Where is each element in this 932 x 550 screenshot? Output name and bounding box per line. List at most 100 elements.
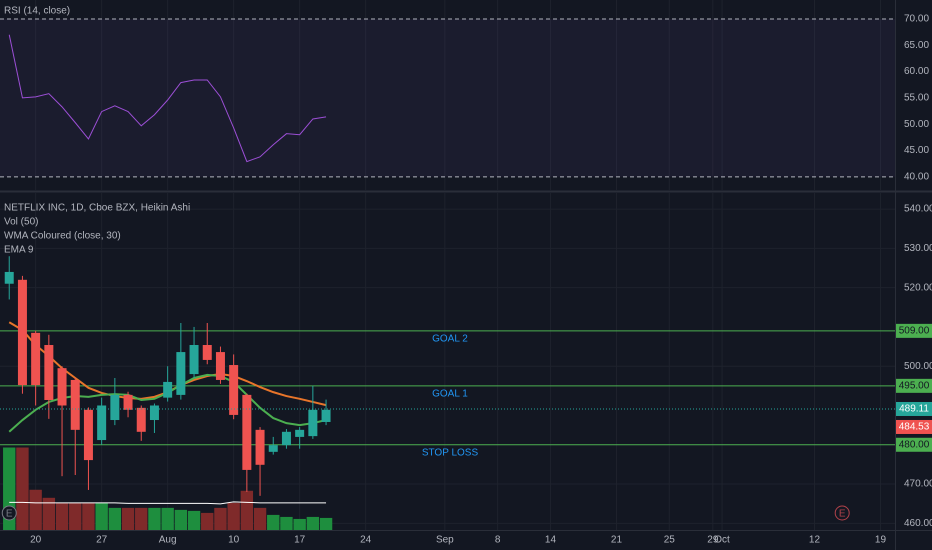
candle-body [83, 409, 93, 461]
volume-bar [201, 512, 214, 530]
level-marker [896, 323, 932, 338]
rsi-legend: RSI (14, close) [4, 6, 70, 17]
rsi-tick-label: 65.00 [904, 40, 929, 51]
x-tick-label: 25 [664, 535, 676, 546]
candle-body [44, 345, 54, 400]
rsi-tick-label: 55.00 [904, 93, 929, 104]
candle-body [149, 405, 159, 421]
rsi-line [8, 34, 327, 163]
volume-legend: Vol (50) [4, 217, 38, 228]
x-tick-label: 20 [30, 535, 42, 546]
volume-ma [9, 501, 327, 505]
candle-body [321, 409, 331, 422]
volume-bar [108, 507, 122, 530]
x-tick-label: Aug [159, 535, 177, 546]
candle-body [255, 429, 265, 465]
volume-bar [227, 502, 240, 530]
labels: RSI (14, close) NETFLIX INC, 1D, Cboe BZ… [1, 6, 932, 546]
candle-body [268, 445, 278, 452]
volume-bar [240, 490, 254, 530]
level-label: GOAL 1 [432, 388, 468, 399]
volume-bar [174, 509, 188, 530]
volume-bar [55, 502, 69, 530]
volume-bar [161, 507, 174, 530]
grid [0, 0, 895, 530]
candle-body [308, 409, 318, 437]
volume-bar [69, 502, 82, 530]
x-tick-label: 24 [360, 535, 372, 546]
x-tick-label: 8 [495, 535, 501, 546]
level-marker [896, 378, 932, 393]
y-tick-label: 460.00 [904, 518, 932, 529]
rsi-tick-label: 40.00 [904, 171, 929, 182]
y-tick-label: 470.00 [904, 479, 932, 490]
price-marker [896, 401, 932, 416]
level-label: STOP LOSS [422, 447, 479, 458]
candle-body [281, 431, 291, 446]
level-marker-label: 509.00 [899, 326, 930, 337]
level-marker-label: 480.00 [899, 439, 930, 450]
y-tick-label: 530.00 [904, 243, 932, 254]
volume-bar [293, 518, 306, 530]
earnings-marker [1, 505, 17, 521]
volume-bar [121, 507, 135, 530]
candle-body [136, 407, 146, 432]
volume-bar [148, 507, 161, 530]
level-marker [896, 437, 932, 452]
earnings-marker [834, 505, 850, 521]
x-tick-label: 29 [707, 535, 719, 546]
price-marker-label: 489.11 [899, 404, 929, 415]
candle-body [70, 379, 80, 430]
candle-body [57, 368, 67, 406]
y-tick-label: 540.00 [904, 204, 932, 215]
candle-body [110, 394, 120, 421]
candle-body [17, 279, 27, 386]
x-tick-label: 21 [611, 535, 623, 546]
candle-body [215, 352, 225, 380]
volume-bar [319, 517, 333, 530]
rsi-tick-label: 45.00 [904, 145, 929, 156]
volume-bar [267, 514, 280, 530]
price-marker [896, 419, 932, 434]
volume-bar [214, 507, 227, 530]
candle-body [97, 405, 107, 441]
x-tick-label: 12 [809, 535, 821, 546]
volume-bar [306, 516, 320, 530]
candle-body [31, 332, 41, 386]
y-tick-label: 520.00 [904, 282, 932, 293]
candle-body [4, 271, 14, 284]
volume-bar [253, 507, 267, 530]
rsi-tick-label: 50.00 [904, 119, 929, 130]
earnings-label: E [6, 509, 13, 520]
volume-bar [135, 507, 148, 530]
legend-entry: EMA 9 [4, 245, 34, 256]
candle-body [189, 345, 199, 375]
candle-body [176, 352, 186, 395]
volume-bar [16, 447, 29, 530]
x-tick-label: 27 [96, 535, 108, 546]
candle-body [123, 394, 133, 410]
x-tick-label: 14 [545, 535, 557, 546]
level-marker-label: 495.00 [899, 380, 930, 391]
chart-title: NETFLIX INC, 1D, Cboe BZX, Heikin Ashi [4, 203, 190, 214]
volume-bar [82, 502, 95, 530]
rsi-tick-label: 70.00 [904, 14, 929, 25]
volume-bar [29, 489, 42, 530]
volume-bar [187, 510, 201, 530]
rsi-band [0, 18, 895, 177]
volume-bar [95, 502, 108, 530]
price-marker-label: 484.53 [899, 422, 930, 433]
candle-body [295, 429, 305, 437]
candle-body [229, 365, 239, 415]
candle-body [163, 381, 173, 398]
x-tick-label: 19 [875, 535, 887, 546]
candle-body [242, 394, 252, 470]
volume-bar [280, 516, 293, 530]
volume-bar [42, 497, 56, 530]
level-label: GOAL 2 [432, 334, 468, 345]
x-tick-label: 10 [228, 535, 240, 546]
rsi-tick-label: 60.00 [904, 66, 929, 77]
x-tick-label: Sep [436, 535, 454, 546]
